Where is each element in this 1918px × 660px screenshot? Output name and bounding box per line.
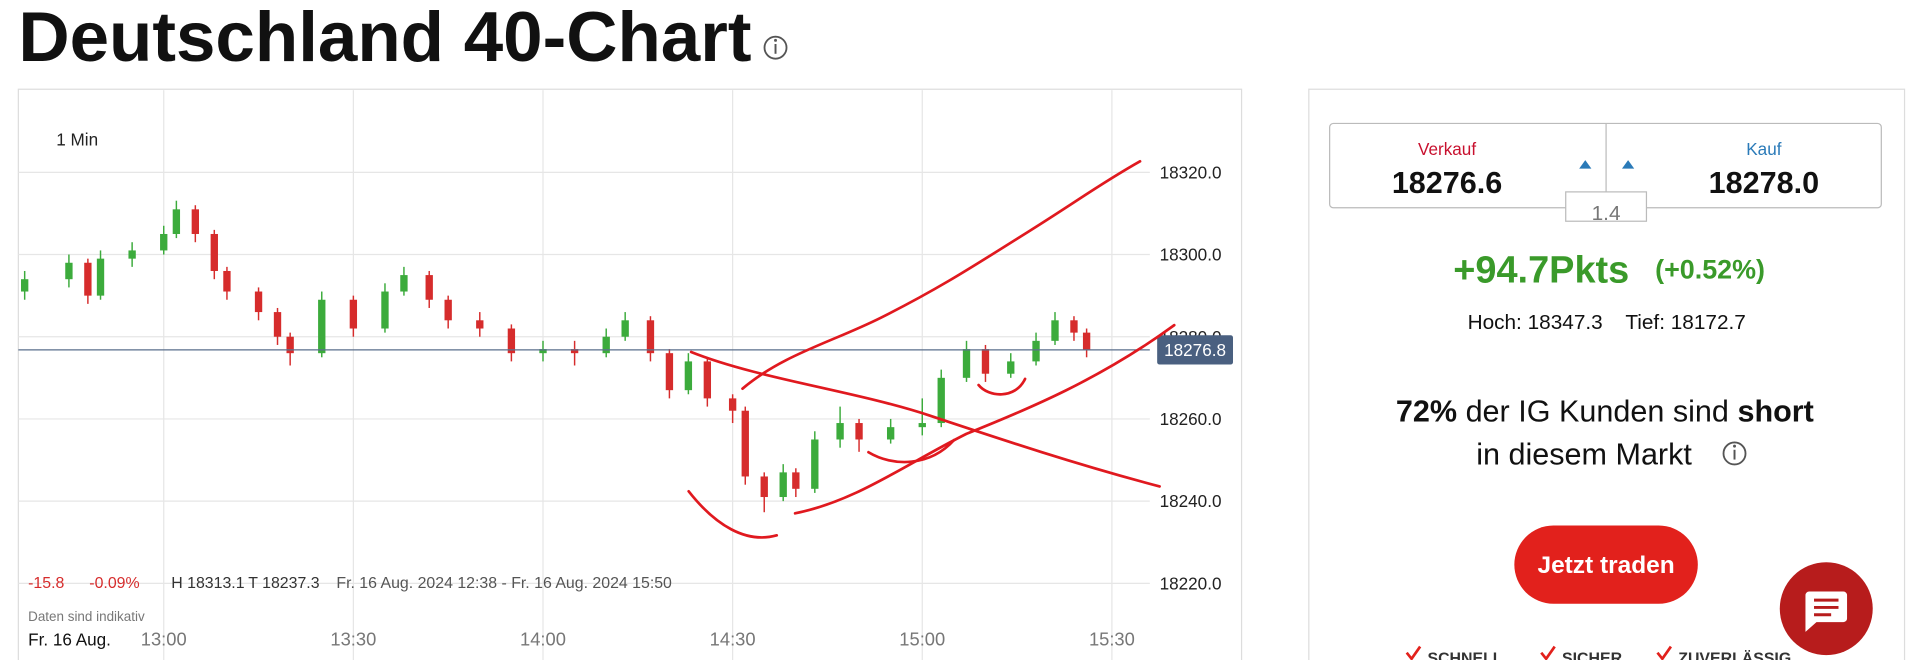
- chart-frame: [17, 88, 1243, 660]
- candle-body: [20, 279, 29, 292]
- y-tick-label: 18240.0: [1160, 492, 1222, 511]
- candle-body: [570, 349, 579, 354]
- day-high: Hoch: 18347.3: [1468, 311, 1603, 334]
- candle-body: [703, 361, 712, 399]
- candle-body: [728, 398, 737, 411]
- candle-body: [760, 476, 768, 498]
- sell-price[interactable]: 18276.6: [1392, 166, 1502, 200]
- info-icon[interactable]: [763, 35, 788, 60]
- candle-body: [539, 349, 547, 354]
- interval-label[interactable]: 1 Min: [56, 130, 98, 149]
- stat-change-pct: -0.09%: [89, 575, 139, 592]
- candle-body: [1051, 320, 1059, 341]
- sentiment-line: 72% der IG Kunden sind short: [1396, 395, 1814, 429]
- candle-body: [65, 262, 73, 280]
- candle-body: [886, 427, 895, 440]
- candle-body: [962, 349, 971, 378]
- candle-body: [400, 275, 408, 292]
- candle-body: [836, 423, 844, 440]
- spread-box: [1565, 191, 1648, 222]
- candle-body: [318, 299, 326, 354]
- sentiment-info-icon[interactable]: [1722, 441, 1747, 466]
- page-title: Deutschland 40-Chart: [18, 0, 751, 77]
- day-change: +94.7Pkts: [1453, 249, 1629, 291]
- sentiment-text: der IG Kunden sind: [1466, 395, 1729, 429]
- chat-button[interactable]: [1779, 562, 1873, 656]
- stat-change: -15.8: [28, 575, 64, 592]
- sell-label: Verkauf: [1418, 140, 1476, 159]
- y-tick-label: 18300.0: [1160, 246, 1222, 265]
- feature: SCHNELL: [1427, 651, 1502, 660]
- candle-body: [1082, 332, 1091, 350]
- candle-body: [1007, 361, 1015, 374]
- stat-high: H 18313.1: [171, 575, 244, 592]
- candle-body: [349, 299, 358, 329]
- feature: SICHER: [1562, 651, 1623, 660]
- check-icons: [1405, 645, 1673, 660]
- sentiment-percent: 72%: [1396, 395, 1457, 429]
- stat-range: Fr. 16 Aug. 2024 12:38 - Fr. 16 Aug. 202…: [336, 575, 672, 592]
- sentiment-position: short: [1737, 395, 1813, 429]
- candle-body: [792, 472, 800, 489]
- trade-button[interactable]: Jetzt traden: [1514, 525, 1698, 604]
- tick-arrows: [1579, 160, 1635, 169]
- candle-body: [172, 209, 181, 234]
- x-tick-label: 14:30: [710, 628, 756, 649]
- buy-label: Kauf: [1746, 140, 1781, 159]
- candle-body: [1032, 340, 1040, 362]
- stat-low: T 18237.3: [248, 575, 319, 592]
- candle-body: [684, 361, 693, 391]
- candle-body: [254, 291, 263, 313]
- y-tick-label: 18220.0: [1160, 574, 1222, 593]
- candle-body: [646, 320, 655, 354]
- candle-body: [160, 233, 168, 251]
- annotations: [687, 159, 1176, 539]
- candle-body: [621, 320, 629, 337]
- buy-price[interactable]: 18278.0: [1709, 166, 1819, 200]
- day-low: Tief: 18172.7: [1625, 311, 1746, 334]
- trade-button-label[interactable]: Jetzt traden: [1537, 552, 1674, 579]
- x-tick-label: 15:30: [1089, 628, 1135, 649]
- trade-panel: [1308, 88, 1906, 660]
- candle-body: [981, 349, 990, 374]
- candle-body: [444, 299, 452, 321]
- sentiment-text-2: in diesem Markt: [1476, 437, 1692, 471]
- candle-body: [811, 439, 819, 489]
- date-label: Fr. 16 Aug.: [28, 630, 111, 649]
- candle-body: [223, 270, 231, 292]
- candle-body: [84, 262, 92, 296]
- y-tick-label: 18320.0: [1160, 163, 1222, 182]
- candle-body: [425, 275, 433, 300]
- disclaimer: Daten sind indikativ: [28, 609, 145, 624]
- candle-body: [191, 209, 200, 234]
- x-tick-label: 13:00: [141, 628, 187, 649]
- candle-body: [286, 336, 294, 354]
- last-price-tag: [1157, 335, 1233, 365]
- candle-body: [96, 258, 105, 296]
- candle-body: [779, 472, 787, 498]
- y-tick-label: 18260.0: [1160, 410, 1222, 429]
- spread: 1.4: [1592, 202, 1621, 225]
- candle-body: [1070, 320, 1078, 333]
- candle-body: [918, 423, 926, 428]
- candle-body: [476, 320, 484, 329]
- feature: ZUVERLÄSSIG: [1678, 650, 1791, 660]
- x-tick-label: 14:00: [520, 628, 566, 649]
- candle-body: [381, 291, 389, 329]
- candle-body: [855, 423, 863, 440]
- day-change-pct: (+0.52%): [1655, 255, 1765, 285]
- candle-body: [210, 233, 218, 271]
- candle-body: [665, 353, 674, 391]
- x-tick-label: 13:30: [330, 628, 376, 649]
- x-tick-label: 15:00: [899, 628, 945, 649]
- candle-body: [741, 410, 749, 477]
- candle-body: [507, 328, 516, 354]
- candle-body: [602, 336, 610, 354]
- candle-body: [937, 377, 945, 424]
- candle-body: [128, 250, 136, 259]
- candle-body: [273, 312, 282, 337]
- last-price-label: 18276.8: [1164, 341, 1226, 360]
